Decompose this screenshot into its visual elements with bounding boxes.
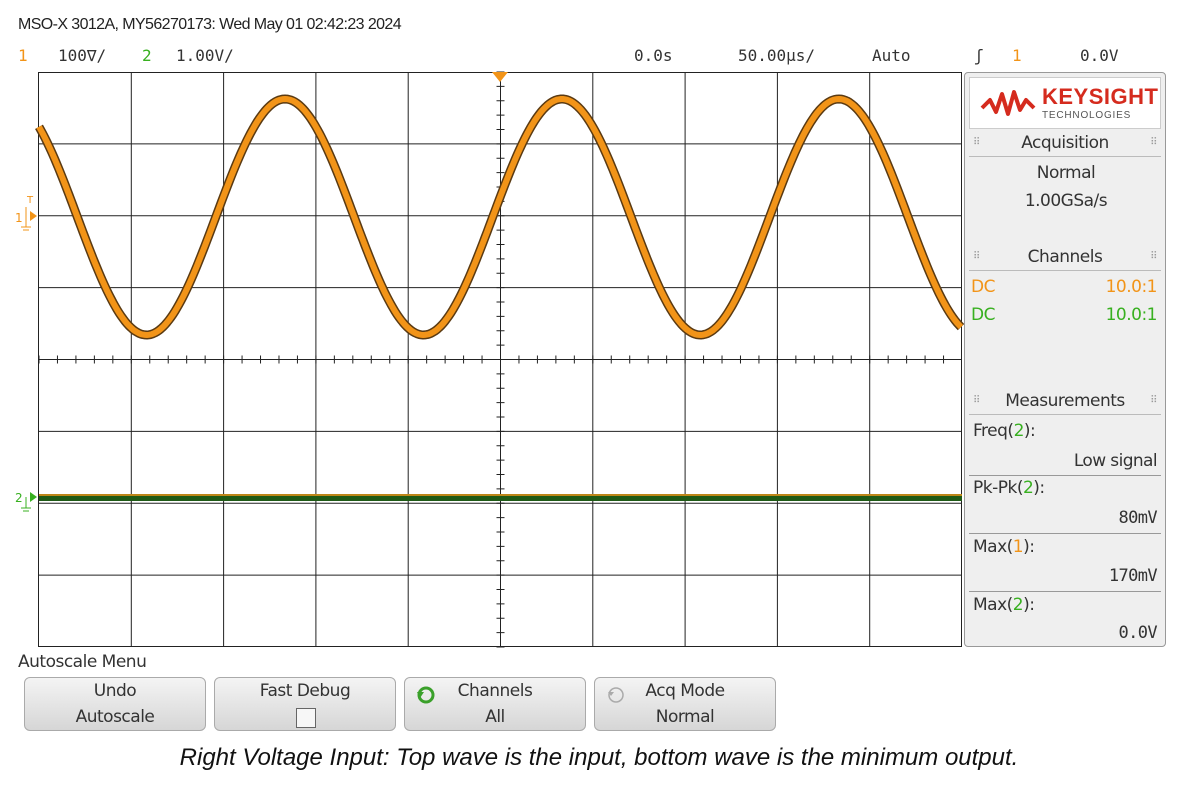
softkey-label: Channels: [457, 681, 533, 701]
measurement-value: Low signal: [1073, 451, 1158, 471]
time-delay[interactable]: 0.0s: [634, 46, 673, 65]
measurement-label[interactable]: Max(2):: [973, 595, 1035, 615]
softkey-label: Acq Mode: [645, 681, 725, 701]
waveform-graticule: 1 T 2: [15, 71, 965, 648]
ch2-coupling: DC: [971, 305, 995, 325]
undo-autoscale-button[interactable]: Undo Autoscale: [24, 677, 206, 731]
measurements-heading[interactable]: ⠿ Measurements ⠿: [969, 391, 1161, 415]
graticule-ticks: [38, 71, 945, 648]
ch1-waveform-core: [36, 95, 964, 339]
measurement-divider: [969, 591, 1161, 592]
svg-text:2: 2: [15, 491, 23, 505]
acq-mode-button[interactable]: Acq Mode Normal: [594, 677, 776, 731]
softkey-label: All: [485, 707, 505, 727]
softkey-menu-title: Autoscale Menu: [18, 652, 147, 672]
softkey-label: Normal: [655, 707, 715, 727]
ch1-scale[interactable]: 100∇/: [58, 46, 107, 65]
status-bar: 1 100∇/ 2 1.00V/ 0.0s 50.00µs/ Auto ʃ 1 …: [0, 40, 1198, 72]
trigger-level[interactable]: 0.0V: [1080, 46, 1119, 65]
time-scale[interactable]: 50.00µs/: [738, 46, 816, 65]
trigger-position-marker[interactable]: [492, 72, 508, 82]
trigger-slope-icon[interactable]: ʃ: [974, 46, 984, 65]
measurement-value: 80mV: [1118, 508, 1157, 528]
ch2-waveform: [39, 494, 962, 501]
ch1-number[interactable]: 1: [18, 46, 28, 65]
softkey-label: Undo: [93, 681, 137, 701]
channels-all-button[interactable]: Channels All: [404, 677, 586, 731]
side-panel: KEYSIGHT TECHNOLOGIES ⠿ Acquisition ⠿ Norm…: [964, 72, 1166, 647]
svg-text:T: T: [26, 195, 34, 206]
fast-debug-button[interactable]: Fast Debug: [214, 677, 396, 731]
ch2-ground-marker[interactable]: 2: [15, 491, 37, 512]
measurement-value: 170mV: [1108, 566, 1158, 586]
ch2-probe-ratio: 10.0:1: [1105, 305, 1158, 325]
cycle-arrow-icon: [608, 687, 624, 703]
ch2-number[interactable]: 2: [142, 46, 152, 65]
trigger-source[interactable]: 1: [1012, 46, 1022, 65]
cycle-arrow-icon: [417, 686, 435, 704]
brand-subtitle: TECHNOLOGIES: [1042, 110, 1132, 121]
acquisition-mode: Normal: [1036, 163, 1096, 183]
trigger-mode[interactable]: Auto: [872, 46, 911, 65]
ch1-coupling: DC: [971, 277, 995, 297]
figure-caption: Right Voltage Input: Top wave is the inp…: [179, 744, 1019, 771]
measurement-value: 0.0V: [1118, 623, 1157, 643]
keysight-wave-icon: [980, 90, 1036, 116]
instrument-title: MSO-X 3012A, MY56270173: Wed May 01 02:4…: [18, 16, 402, 33]
measurement-divider: [969, 475, 1161, 476]
acquisition-heading[interactable]: ⠿ Acquisition ⠿: [969, 133, 1161, 157]
measurement-label[interactable]: Freq(2):: [973, 421, 1036, 441]
ch1-probe-ratio: 10.0:1: [1105, 277, 1158, 297]
softkey-label: Fast Debug: [259, 681, 351, 701]
softkey-label: Autoscale: [75, 707, 155, 727]
fast-debug-checkbox[interactable]: [296, 708, 316, 728]
ch2-scale[interactable]: 1.00V/: [176, 46, 234, 65]
brand-name: KEYSIGHT: [1042, 84, 1159, 109]
ch1-ground-marker[interactable]: 1 T: [15, 195, 37, 231]
acquisition-rate: 1.00GSa/s: [1024, 191, 1108, 211]
measurement-divider: [969, 533, 1161, 534]
measurement-label[interactable]: Pk-Pk(2):: [973, 478, 1045, 498]
measurement-label[interactable]: Max(1):: [973, 537, 1035, 557]
channels-heading[interactable]: ⠿ Channels ⠿: [969, 247, 1161, 271]
svg-text:1: 1: [15, 211, 23, 225]
keysight-logo: KEYSIGHT TECHNOLOGIES: [969, 77, 1161, 129]
